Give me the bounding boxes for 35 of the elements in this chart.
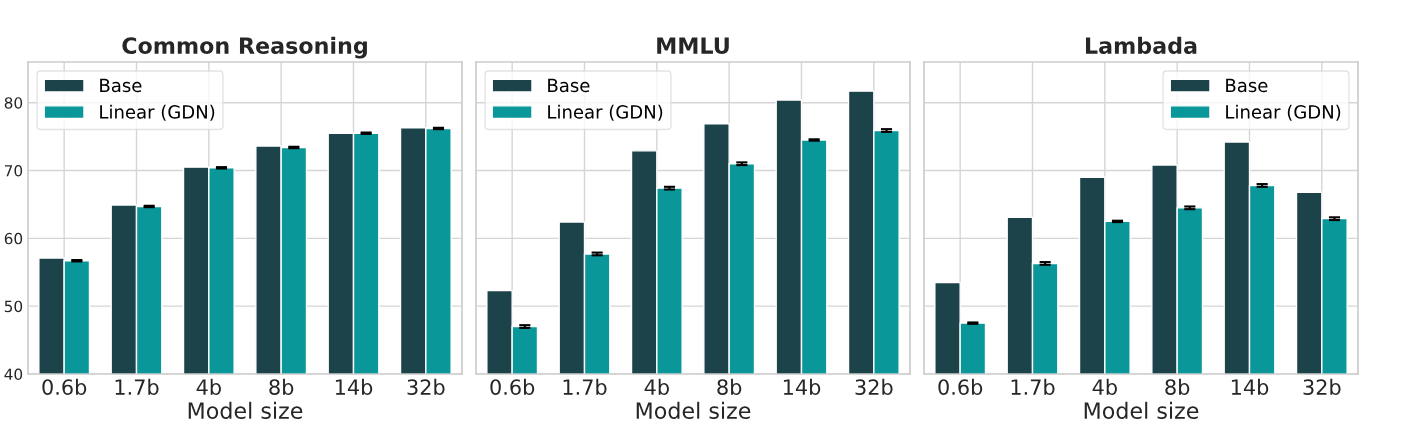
legend-label: Linear (GDN) <box>100 104 215 121</box>
chart-title: Common Reasoning <box>122 36 367 59</box>
legend-label: Base <box>548 78 590 93</box>
legend-label: Linear (GDN) <box>548 104 663 121</box>
legend-label: Linear (GDN) <box>1226 104 1341 121</box>
x-tick-label: 32b <box>855 378 893 395</box>
y-tick-label: 70 <box>4 164 23 177</box>
y-tick-label: 60 <box>4 232 23 245</box>
x-tick-label: 32b <box>1303 378 1341 395</box>
x-tick-label: 1.7b <box>115 378 159 395</box>
chart-title: Lambada <box>1085 36 1197 54</box>
y-tick-label: 40 <box>4 368 23 381</box>
x-axis-title: Model size <box>636 401 751 419</box>
x-axis-title: Model size <box>1084 401 1199 419</box>
x-tick-label: 32b <box>407 378 445 395</box>
x-tick-label: 8b <box>269 378 294 395</box>
legend-label: Base <box>1226 78 1268 93</box>
x-tick-label: 4b <box>1092 378 1117 395</box>
x-tick-label: 4b <box>196 378 221 395</box>
x-tick-label: 0.6b <box>490 378 535 395</box>
x-tick-label: 0.6b <box>42 378 87 395</box>
x-axis-title: Model size <box>188 401 303 419</box>
x-tick-label: 0.6b <box>938 378 983 395</box>
x-tick-label: 4b <box>644 378 669 395</box>
y-tick-label: 50 <box>4 300 23 313</box>
legend-label: Base <box>100 78 142 93</box>
x-tick-label: 14b <box>1231 378 1269 395</box>
x-tick-label: 14b <box>335 378 373 395</box>
x-tick-label: 8b <box>717 378 742 395</box>
y-tick-label: 80 <box>4 97 23 109</box>
x-tick-label: 14b <box>783 378 821 395</box>
x-tick-label: 1.7b <box>563 378 607 395</box>
chart-title: MMLU <box>657 37 729 54</box>
x-tick-label: 8b <box>1165 378 1190 395</box>
x-tick-label: 1.7b <box>1011 378 1055 395</box>
